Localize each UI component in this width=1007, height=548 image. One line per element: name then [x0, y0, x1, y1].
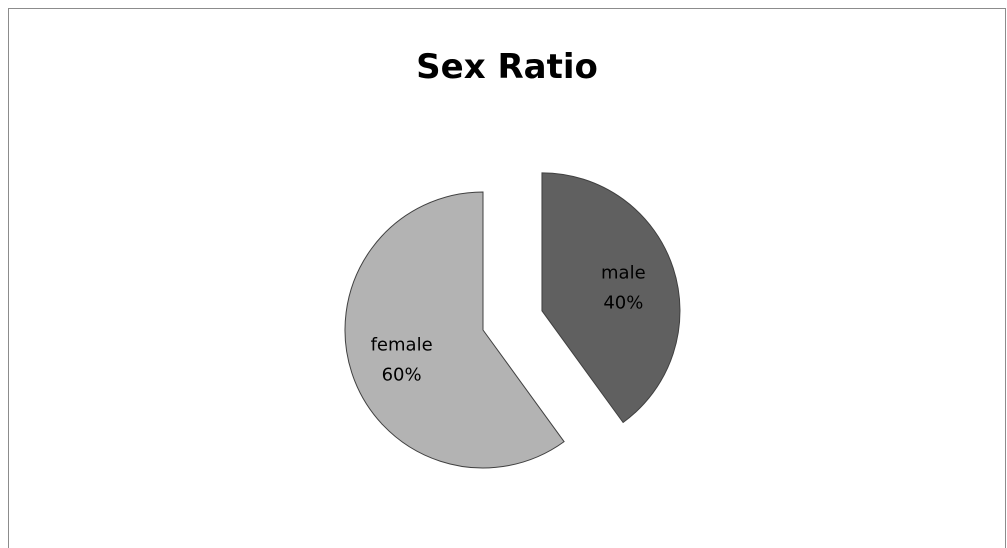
pie-slices: [344, 172, 681, 469]
pie-slice-male: [541, 172, 681, 424]
chart-title: Sex Ratio: [416, 47, 598, 87]
slice-label-male: male 40%: [601, 262, 646, 313]
slice-percent-male: 40%: [603, 292, 643, 313]
slice-percent-female: 60%: [382, 364, 422, 385]
pie-labels: male 40% female 60%: [371, 262, 646, 385]
slice-category-male: male: [601, 262, 646, 283]
pie-slice-female: [344, 191, 565, 469]
slice-label-female: female 60%: [371, 334, 433, 385]
slice-category-female: female: [371, 334, 433, 355]
